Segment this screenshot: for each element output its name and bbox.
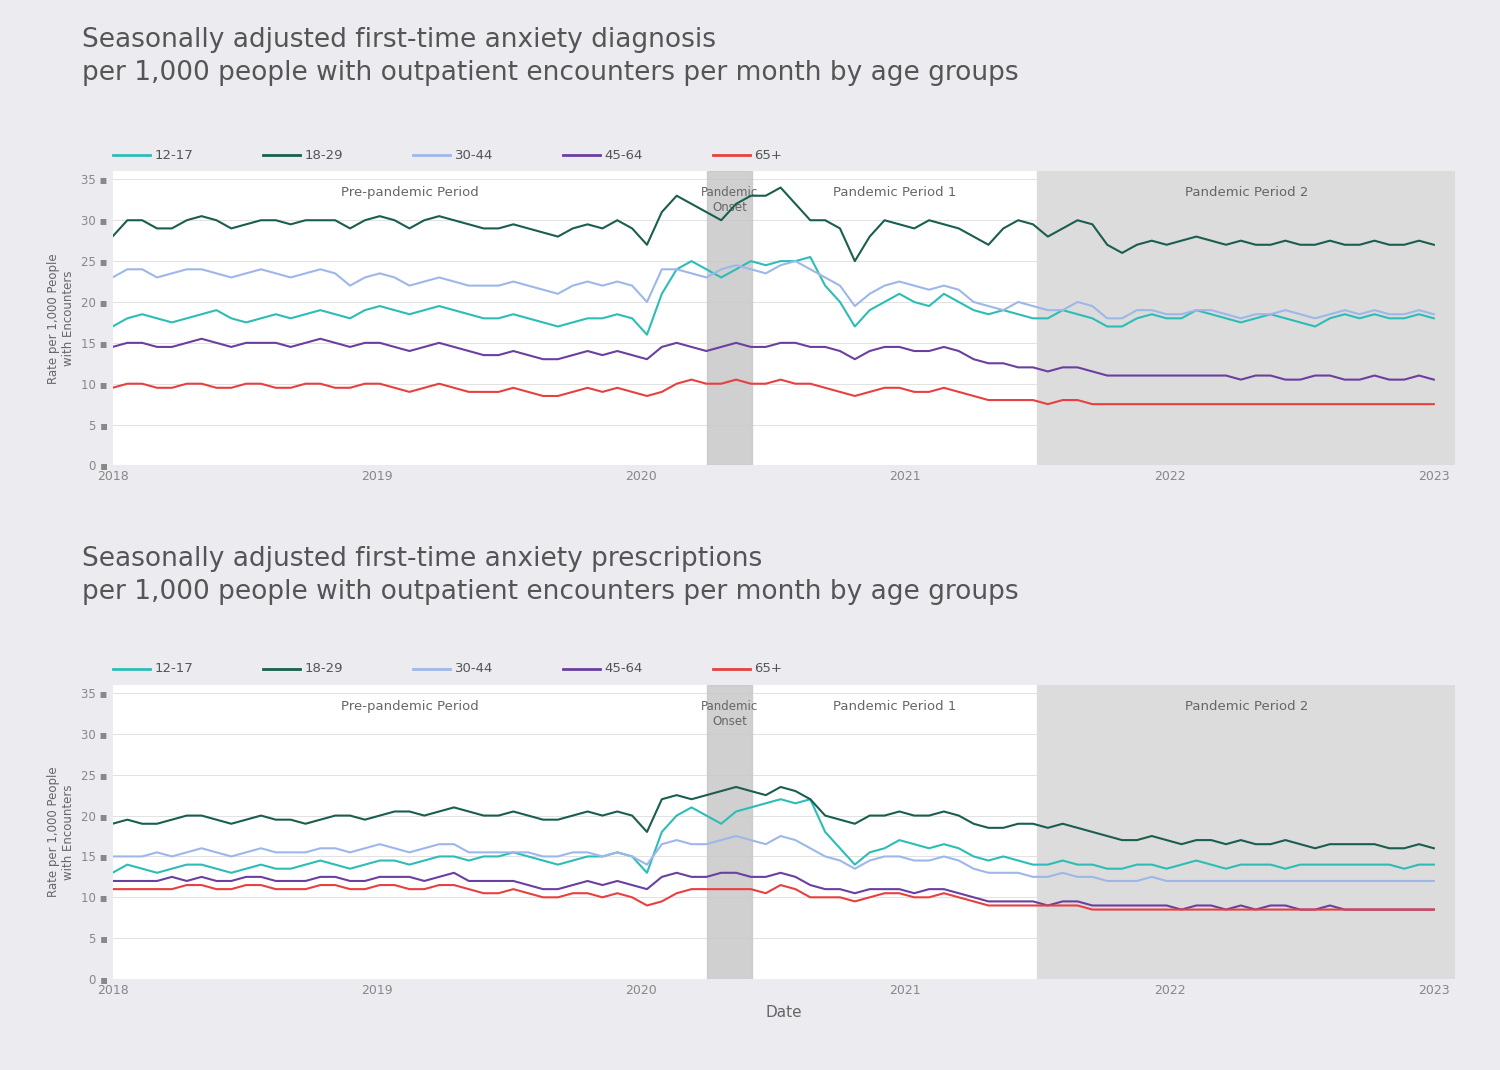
Bar: [1038, 171, 1455, 465]
Text: 45-64: 45-64: [604, 662, 644, 675]
Text: Seasonally adjusted first-time anxiety diagnosis
per 1,000 people with outpatien: Seasonally adjusted first-time anxiety d…: [82, 27, 1018, 86]
Text: 45-64: 45-64: [604, 149, 644, 162]
Text: 65+: 65+: [754, 662, 783, 675]
Text: 12-17: 12-17: [154, 662, 194, 675]
Y-axis label: Rate per 1,000 People
with Encounters: Rate per 1,000 People with Encounters: [48, 766, 75, 898]
Text: Pandemic Period 1: Pandemic Period 1: [833, 700, 957, 713]
Text: 65+: 65+: [754, 149, 783, 162]
Bar: [706, 171, 752, 465]
Text: Pre-pandemic Period: Pre-pandemic Period: [340, 186, 478, 199]
Text: 12-17: 12-17: [154, 149, 194, 162]
Text: Pandemic
Onset: Pandemic Onset: [700, 186, 758, 214]
Text: Pandemic Period 2: Pandemic Period 2: [1185, 700, 1308, 713]
Text: 30-44: 30-44: [454, 662, 494, 675]
Text: Pandemic
Onset: Pandemic Onset: [700, 700, 758, 728]
X-axis label: Date: Date: [765, 1005, 802, 1020]
Text: Pandemic Period 1: Pandemic Period 1: [833, 186, 957, 199]
Text: 18-29: 18-29: [304, 662, 344, 675]
Text: 30-44: 30-44: [454, 149, 494, 162]
Text: Pre-pandemic Period: Pre-pandemic Period: [340, 700, 478, 713]
Text: Pandemic Period 2: Pandemic Period 2: [1185, 186, 1308, 199]
Y-axis label: Rate per 1,000 People
with Encounters: Rate per 1,000 People with Encounters: [48, 253, 75, 384]
Bar: [706, 685, 752, 979]
Text: 18-29: 18-29: [304, 149, 344, 162]
Bar: [1038, 685, 1455, 979]
Text: Seasonally adjusted first-time anxiety prescriptions
per 1,000 people with outpa: Seasonally adjusted first-time anxiety p…: [82, 546, 1018, 605]
